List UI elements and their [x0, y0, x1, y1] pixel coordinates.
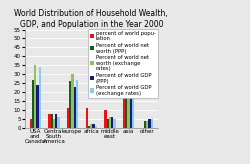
- Bar: [132, 85, 134, 128]
- Bar: [106, 119, 109, 128]
- Bar: [148, 119, 150, 128]
- Bar: [123, 35, 125, 128]
- Title: World Distribution of Household Wealth,
GDP, and Population in the Year 2000: World Distribution of Household Wealth, …: [14, 9, 168, 29]
- Bar: [69, 81, 71, 128]
- Bar: [38, 67, 41, 128]
- Bar: [128, 83, 130, 128]
- Bar: [88, 126, 90, 128]
- Bar: [76, 80, 78, 128]
- Legend: percent of world popu-
lation, Percent of world net
worth (PPP), Percent of worl: percent of world popu- lation, Percent o…: [88, 29, 158, 98]
- Bar: [86, 108, 88, 128]
- Bar: [53, 119, 55, 128]
- Bar: [125, 74, 128, 128]
- Bar: [113, 119, 116, 128]
- Bar: [90, 124, 92, 128]
- Bar: [48, 114, 50, 128]
- Bar: [57, 117, 59, 128]
- Bar: [104, 110, 106, 128]
- Bar: [67, 108, 69, 128]
- Bar: [109, 117, 111, 128]
- Bar: [50, 114, 53, 128]
- Bar: [146, 121, 148, 128]
- Bar: [55, 114, 57, 128]
- Bar: [74, 87, 76, 128]
- Bar: [111, 117, 113, 128]
- Bar: [92, 124, 94, 128]
- Bar: [36, 85, 38, 128]
- Bar: [94, 126, 97, 128]
- Bar: [32, 80, 34, 128]
- Bar: [30, 119, 32, 128]
- Bar: [72, 74, 74, 128]
- Bar: [34, 65, 36, 128]
- Bar: [130, 72, 132, 128]
- Bar: [144, 121, 146, 128]
- Bar: [150, 119, 153, 128]
